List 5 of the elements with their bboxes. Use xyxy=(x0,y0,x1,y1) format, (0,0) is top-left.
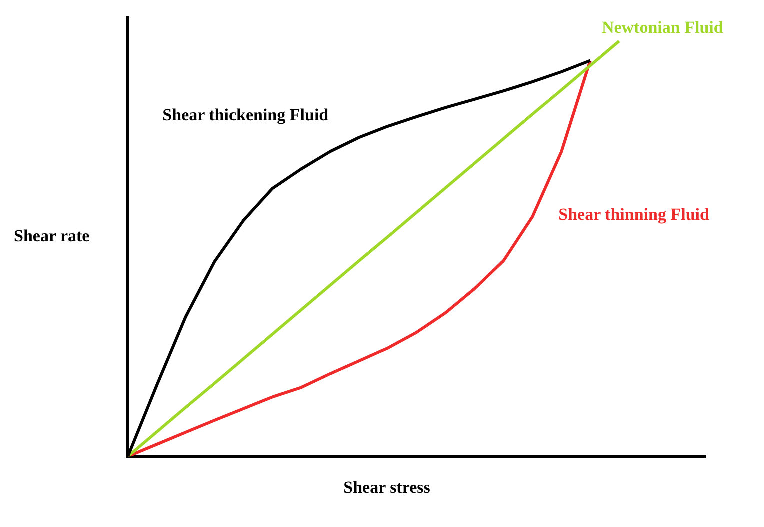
y-axis-title: Shear rate xyxy=(14,226,90,246)
series-label: Newtonian Fluid xyxy=(602,18,724,38)
series-label: Shear thickening Fluid xyxy=(162,105,330,124)
series-label: Shear thinning Fluid xyxy=(558,205,710,224)
x-axis-title: Shear stress xyxy=(344,478,431,497)
